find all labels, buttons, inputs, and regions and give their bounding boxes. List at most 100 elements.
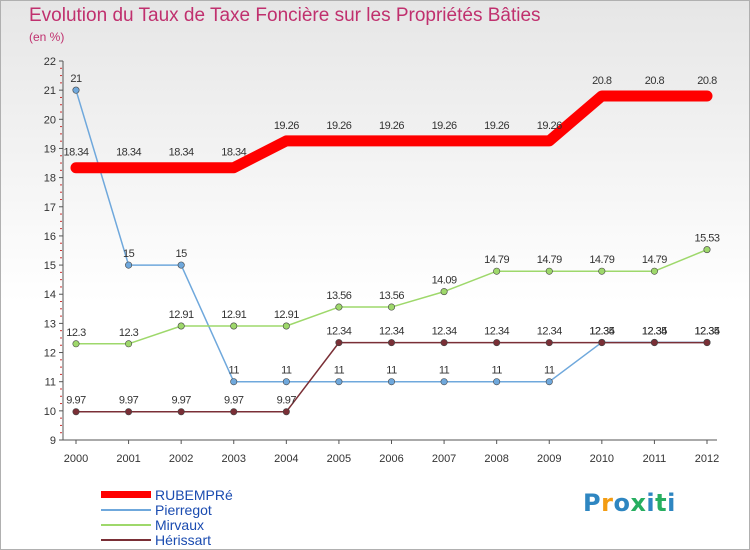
legend-item-rubempre[interactable]: RUBEMPRé [101,486,233,503]
data-label: 12.35 [642,325,667,337]
data-label: 13.56 [379,290,404,302]
legend-label-rubempre: RUBEMPRé [155,486,233,503]
data-label: 9.97 [277,395,297,407]
data-label: 12.34 [326,326,351,338]
data-label: 14.09 [432,275,457,287]
data-point [72,86,80,94]
data-label: 18.34 [169,147,194,159]
logo-letter: o [613,489,631,517]
data-point [703,339,711,347]
data-label: 13.56 [326,290,351,302]
data-label: 21 [70,73,82,85]
y-tick-label: 17 [44,202,56,214]
data-label: 18.34 [63,147,88,159]
y-tick-label: 20 [44,114,56,126]
data-label: 20.8 [697,75,717,87]
chart-title: Evolution du Taux de Taxe Foncière sur l… [29,5,541,26]
logo-letter: i [667,489,676,517]
data-point [545,339,553,347]
data-point [493,378,501,386]
data-point [230,322,238,330]
legend-swatch-rubempre [101,491,151,498]
data-label: 9.97 [224,395,244,407]
data-label: 11 [386,365,397,377]
y-tick-label: 21 [44,85,56,97]
data-point [650,267,658,275]
data-label: 19.26 [326,120,351,132]
data-point [650,339,658,347]
data-point [598,267,606,275]
x-tick-label: 2000 [64,453,88,465]
data-point [125,340,133,348]
y-tick-label: 22 [44,56,56,68]
data-label: 15.53 [694,233,719,245]
data-point [230,408,238,416]
x-tick-label: 2002 [169,453,193,465]
x-tick-label: 2010 [590,453,614,465]
data-label: 12.34 [432,326,457,338]
legend-swatch-pierregot [101,508,151,511]
data-label: 18.34 [116,147,141,159]
data-label: 19.26 [379,120,404,132]
data-point [493,339,501,347]
data-label: 11 [229,365,240,377]
data-label: 14.79 [589,254,614,266]
data-point [335,339,343,347]
data-point [440,378,448,386]
data-label: 19.26 [484,120,509,132]
data-label: 19.26 [274,120,299,132]
data-label: 11 [281,365,292,377]
x-tick-label: 2006 [379,453,403,465]
legend-label-mirvaux: Mirvaux [155,516,205,533]
data-label: 19.26 [432,120,457,132]
x-tick-label: 2009 [537,453,561,465]
legend: RUBEMPRé Pierregot Mirvaux Hérissart [101,486,233,548]
y-tick-label: 9 [50,435,56,447]
x-tick-label: 2012 [695,453,719,465]
legend-item-herissart[interactable]: Hérissart [101,531,233,548]
data-point [177,408,185,416]
legend-label-herissart: Hérissart [155,531,212,548]
legend-item-pierregot[interactable]: Pierregot [101,502,233,518]
data-label: 12.3 [119,327,139,339]
data-point [703,246,711,254]
y-tick-label: 11 [45,377,56,389]
data-point [72,408,80,416]
data-point [440,288,448,296]
legend-swatch-herissart [101,538,151,541]
data-point [177,261,185,269]
x-tick-label: 2007 [432,453,456,465]
y-tick-label: 15 [44,260,56,272]
data-label: 18.34 [221,147,246,159]
data-label: 12.3 [66,327,86,339]
chart-subtitle: (en %) [29,30,65,44]
data-point [387,303,395,311]
y-tick-label: 10 [44,406,56,418]
y-tick-label: 14 [44,289,56,301]
series-line-1 [75,89,708,383]
x-tick-label: 2004 [274,453,298,465]
data-point [335,378,343,386]
data-label: 12.91 [169,309,194,321]
legend-swatch-mirvaux [101,523,151,526]
data-label: 20.8 [645,75,665,87]
y-tick-label: 19 [44,143,56,155]
data-label: 9.97 [119,395,139,407]
data-label: 12.34 [642,326,667,338]
data-point [125,408,133,416]
data-label: 9.97 [171,395,191,407]
data-label: 11 [491,365,502,377]
data-label: 9.97 [66,395,86,407]
data-label: 12.34 [537,326,562,338]
logo-letter: P [583,489,602,517]
proxiti-logo: Proxiti [583,489,676,517]
data-label: 14.79 [484,254,509,266]
x-tick-label: 2008 [484,453,508,465]
legend-item-mirvaux[interactable]: Mirvaux [101,516,233,533]
data-label: 14.79 [642,254,667,266]
data-point [545,378,553,386]
logo-letter: r [601,489,614,517]
data-point [177,322,185,330]
